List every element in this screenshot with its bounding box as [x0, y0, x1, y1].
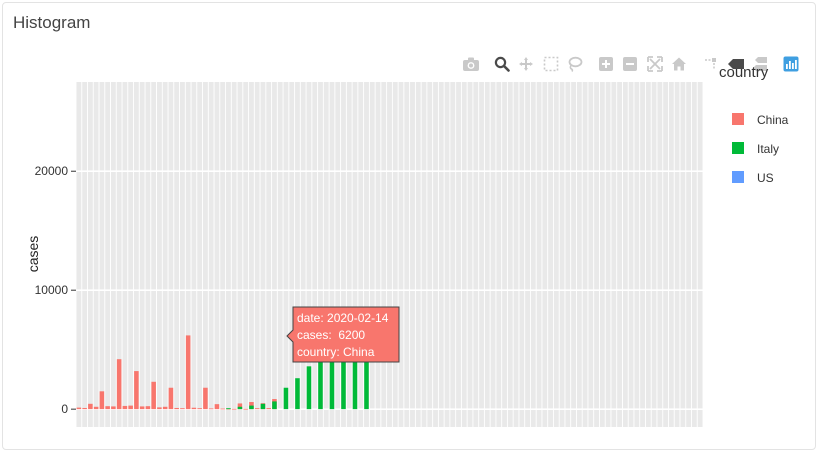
vertical-gridlines [75, 82, 704, 427]
legend-swatch-italy [732, 142, 744, 154]
bar-china[interactable] [128, 405, 133, 410]
zoom-out-icon[interactable] [620, 53, 640, 75]
bar-italy[interactable] [272, 401, 277, 410]
zoom-in-icon[interactable] [596, 53, 616, 75]
bar-china[interactable] [197, 408, 202, 410]
legend: country China Italy US [719, 64, 789, 185]
bar-china[interactable] [151, 381, 156, 410]
legend-label-italy: Italy [757, 142, 779, 156]
bar-china[interactable] [266, 408, 271, 410]
bar-italy[interactable] [237, 406, 243, 410]
bar-italy[interactable] [295, 378, 300, 410]
plot-background [76, 82, 703, 427]
box-select-icon[interactable] [541, 53, 561, 75]
bar-china[interactable] [220, 408, 225, 410]
bar-china[interactable] [162, 406, 168, 410]
bar-china[interactable] [105, 406, 110, 410]
legend-item-italy[interactable]: Italy [732, 142, 779, 156]
camera-icon[interactable] [461, 53, 481, 75]
bar-china[interactable] [134, 371, 139, 410]
y-tick-label: 0 [61, 402, 68, 416]
bar-china[interactable] [82, 407, 87, 410]
bar-china[interactable] [93, 406, 99, 410]
y-axis-title: cases [25, 236, 41, 273]
bar-china[interactable] [254, 408, 260, 410]
legend-item-us[interactable]: US [732, 171, 774, 185]
bar-china[interactable] [214, 404, 220, 410]
bar-china[interactable] [139, 406, 145, 410]
bar-china[interactable] [237, 403, 243, 410]
bar-china[interactable] [191, 407, 197, 410]
bar-italy[interactable] [306, 366, 312, 410]
bar-china[interactable] [145, 406, 151, 410]
bar-china[interactable] [185, 335, 191, 410]
hover-tooltip: date: 2020-02-14 cases: 6200 country: Ch… [286, 306, 400, 363]
bar-italy[interactable] [226, 408, 231, 410]
bar-china[interactable] [76, 407, 82, 410]
bar-italy[interactable] [341, 347, 346, 410]
bar-italy[interactable] [260, 403, 266, 410]
card-title: Histogram [13, 13, 91, 32]
bar-china[interactable] [180, 408, 185, 410]
bar-italy[interactable] [364, 361, 369, 410]
bar-china[interactable] [122, 405, 128, 410]
y-tick-label: 10000 [35, 283, 69, 297]
bar-china[interactable] [157, 407, 162, 410]
legend-item-china[interactable]: China [732, 113, 789, 127]
lasso-icon[interactable] [565, 53, 585, 75]
hover-line-cases: cases: 6200 [297, 328, 365, 342]
bar-china[interactable] [168, 387, 174, 410]
hover-line-country: country: China [297, 345, 375, 359]
legend-label-china: China [757, 113, 789, 127]
hover-line-date: date: 2020-02-14 [297, 311, 389, 325]
y-tick-labels: 0 10000 20000 [35, 164, 76, 416]
horizontal-gridlines [76, 170, 703, 410]
hover-compare-icon[interactable] [750, 53, 770, 75]
bar-china[interactable] [88, 403, 93, 410]
spike-icon[interactable] [701, 53, 721, 75]
bar-china[interactable] [231, 408, 237, 410]
bar-china[interactable] [243, 408, 248, 410]
legend-title: country [719, 64, 769, 81]
hover-closest-icon[interactable] [726, 53, 746, 75]
autoscale-icon[interactable] [645, 53, 665, 75]
bar-china[interactable] [99, 391, 105, 410]
legend-swatch-us [732, 171, 744, 183]
bar-italy[interactable] [318, 359, 323, 410]
bar-china[interactable] [203, 387, 208, 410]
hover-tooltip-box [286, 306, 400, 363]
zoom-icon[interactable] [492, 53, 512, 75]
bar-china[interactable] [111, 406, 116, 410]
legend-swatch-china [732, 113, 744, 125]
bar-china[interactable] [208, 408, 214, 410]
pan-icon[interactable] [516, 53, 536, 75]
y-tick-label: 20000 [35, 164, 69, 178]
bar-italy[interactable] [329, 331, 335, 410]
bar-italy[interactable] [283, 387, 289, 410]
bar-italy[interactable] [249, 405, 254, 410]
home-icon[interactable] [669, 53, 689, 75]
legend-label-us: US [757, 171, 774, 185]
bar-italy[interactable] [352, 338, 358, 410]
bar-china[interactable] [116, 359, 122, 410]
plotly-logo-icon[interactable] [781, 53, 801, 75]
bars-layer [76, 331, 369, 410]
bar-china[interactable] [174, 407, 179, 410]
